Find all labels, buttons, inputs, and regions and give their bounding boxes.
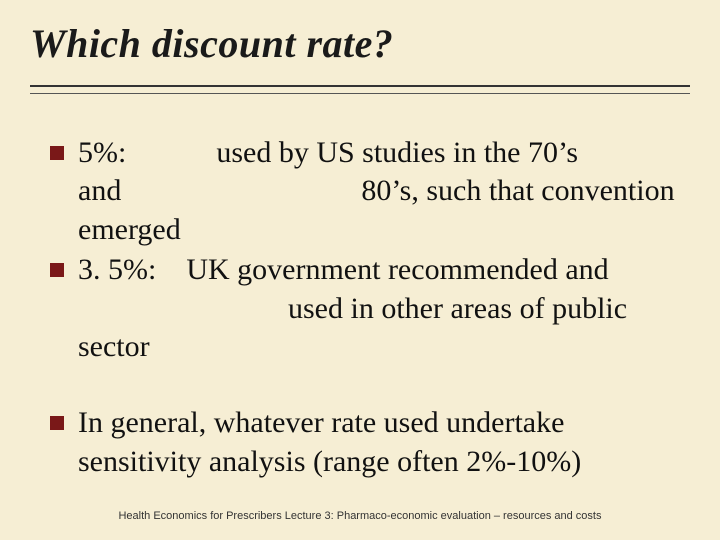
square-bullet-icon (50, 146, 64, 160)
title-rule-thick (30, 85, 690, 87)
slide-footer: Health Economics for Prescribers Lecture… (0, 510, 720, 522)
list-item: 5%: used by US studies in the 70’s and 8… (50, 134, 690, 249)
spacer (50, 368, 690, 404)
list-item: 3. 5%: UK government recommended and use… (50, 251, 690, 366)
bullet-text: 5%: used by US studies in the 70’s and 8… (78, 134, 690, 249)
bullet-text: 3. 5%: UK government recommended and use… (78, 251, 690, 366)
square-bullet-icon (50, 263, 64, 277)
bullet-text: In general, whatever rate used undertake… (78, 404, 690, 481)
square-bullet-icon (50, 416, 64, 430)
slide-title: Which discount rate? (30, 20, 690, 67)
slide: Which discount rate? 5%: used by US stud… (0, 0, 720, 540)
bullet-list: 5%: used by US studies in the 70’s and 8… (30, 134, 690, 481)
title-rule-thin (30, 93, 690, 94)
list-item: In general, whatever rate used undertake… (50, 404, 690, 481)
